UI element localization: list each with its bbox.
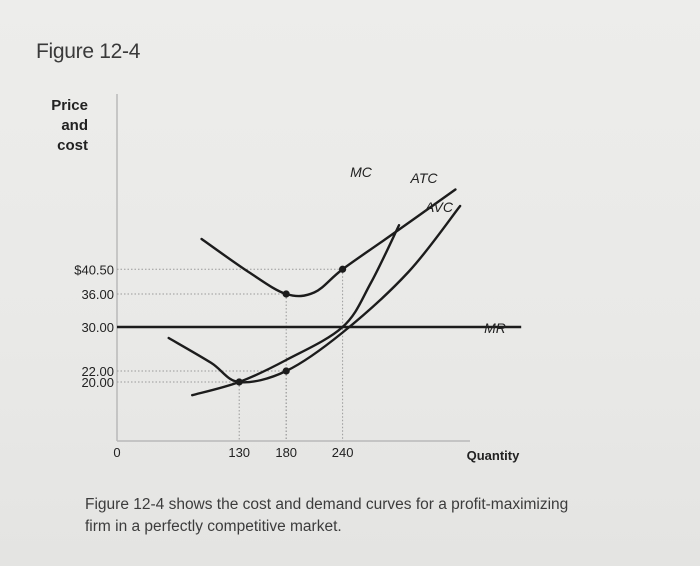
x-axis-label: Quantity [467, 448, 520, 463]
marked-point-1 [339, 265, 347, 273]
origin-label: 0 [113, 445, 120, 460]
y-tick-label-4: 20.00 [81, 375, 114, 390]
figure-caption: Figure 12-4 shows the cost and demand cu… [85, 494, 645, 538]
x-tick-label-1: 180 [275, 445, 297, 460]
y-tick-label-1: 36.00 [81, 287, 114, 302]
caption-line-2: firm in a perfectly competitive market. [85, 518, 342, 535]
series-label-avc: AVC [424, 199, 454, 215]
x-tick-label-0: 130 [228, 445, 250, 460]
series-label-atc: ATC [410, 170, 439, 186]
y-axis-label-line-1: and [61, 117, 88, 134]
figure-title: Figure 12-4 [36, 40, 141, 63]
x-tick-label-2: 240 [332, 445, 354, 460]
y-axis-label-line-0: Price [51, 97, 88, 114]
y-axis-label-line-2: cost [57, 137, 88, 154]
marked-point-3 [282, 367, 290, 375]
y-tick-label-2: 30.00 [81, 320, 114, 335]
marked-point-2 [235, 378, 243, 386]
marked-point-0 [282, 290, 290, 298]
series-avc-curve [167, 204, 462, 384]
caption-line-1: Figure 12-4 shows the cost and demand cu… [85, 496, 569, 513]
series-atc-curve [200, 188, 457, 298]
y-tick-label-0: $40.50 [74, 262, 114, 277]
series-label-mc: MC [350, 164, 373, 180]
series-label-mr: MR [484, 320, 506, 336]
y-tick-label-3: 22.00 [81, 364, 114, 379]
